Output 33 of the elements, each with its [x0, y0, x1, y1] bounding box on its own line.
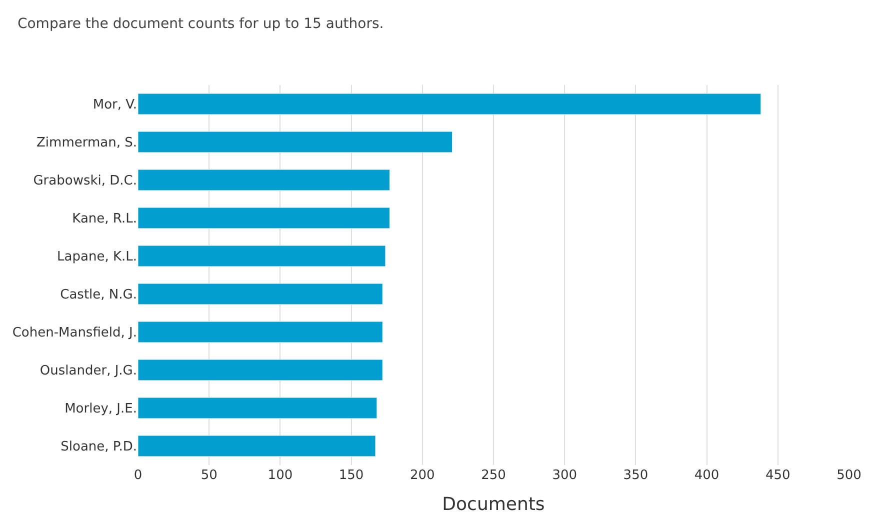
x-tick-label: 0: [134, 468, 142, 483]
bar: [138, 207, 390, 229]
y-tick-label: Lapane, K.L.: [57, 250, 137, 265]
x-tick-label: 250: [481, 468, 506, 483]
x-tick-label: 100: [268, 468, 293, 483]
y-tick-label: Mor, V.: [92, 98, 137, 113]
y-tick-label: Kane, R.L.: [72, 212, 137, 227]
x-tick-label: 450: [765, 468, 790, 483]
bar: [138, 359, 383, 381]
x-tick-label: 50: [200, 468, 218, 483]
x-tick-label: 150: [338, 468, 364, 483]
bar: [138, 131, 453, 153]
bar: [138, 397, 378, 419]
bar: [138, 435, 376, 457]
bar: [138, 321, 383, 343]
bar: [138, 283, 383, 305]
x-tick-label: 400: [694, 468, 720, 483]
bar: [138, 245, 386, 267]
y-tick-label: Zimmerman, S.: [36, 136, 137, 151]
bar: [138, 93, 762, 115]
x-tick-label: 500: [836, 468, 862, 483]
y-tick-label: Morley, J.E.: [64, 402, 137, 417]
x-tick-label: 300: [552, 468, 578, 483]
y-tick-label: Cohen-Mansfield, J.: [12, 326, 137, 341]
y-tick-label: Ouslander, J.G.: [40, 364, 137, 379]
y-tick-label: Castle, N.G.: [60, 288, 137, 303]
x-tick-label: 200: [410, 468, 435, 483]
bar: [138, 169, 390, 191]
x-axis-title: Documents: [442, 494, 545, 516]
chart-title: Compare the document counts for up to 15 authors.: [17, 16, 384, 32]
y-tick-label: Grabowski, D.C.: [33, 174, 137, 189]
y-tick-label: Sloane, P.D.: [60, 440, 137, 455]
x-tick-label: 350: [623, 468, 648, 483]
